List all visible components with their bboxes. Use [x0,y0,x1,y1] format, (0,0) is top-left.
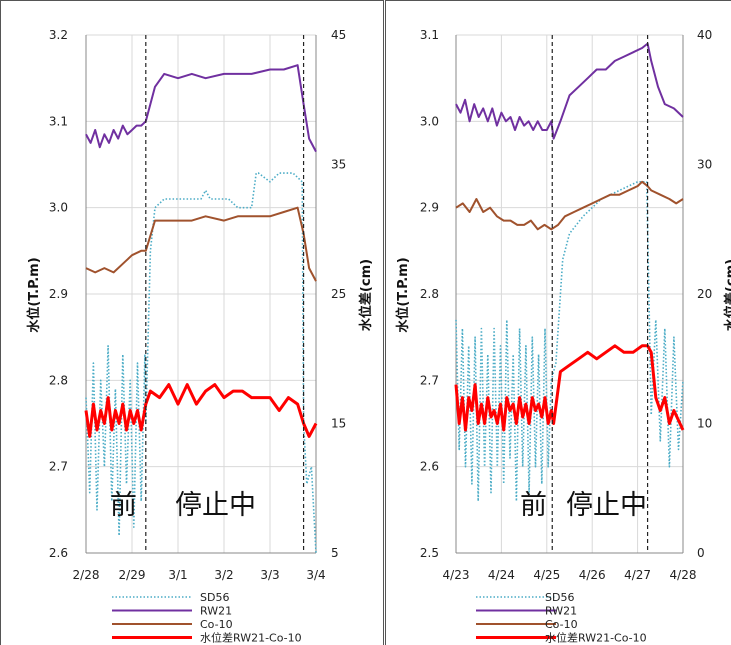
x-tick-label: 2/29 [119,568,146,582]
y2-tick-label: 20 [697,287,712,301]
x-tick-label: 4/27 [624,568,651,582]
series-line-RW21 [85,64,317,153]
y-tick-label: 2.7 [49,460,68,474]
y2-tick-label: 35 [331,158,346,172]
x-tick-label: 3/4 [306,568,325,582]
y2-tick-label: 40 [697,28,712,42]
y-tick-label: 2.8 [49,373,68,387]
legend-label: SD56 [545,591,574,604]
annotation-stopped: 停止中 [566,490,647,521]
chart-panel-1: 3.2 3.1 3.0 2.9 2.8 2.7 2.6 45 35 25 15 5 2/28 2/29 3/… [0,0,384,645]
y-tick-label: 2.5 [420,546,439,560]
legend-label: RW21 [545,605,577,618]
y-tick-label: 2.9 [420,201,439,215]
y2-tick-label: 15 [331,417,346,431]
chart-panel-2: 3.1 3.0 2.9 2.8 2.7 2.6 2.5 40 30 20 10 0 4/23 4/24 4/… [385,0,731,645]
legend-label: 水位差RW21-Co-10 [545,631,647,645]
y-tick-label: 3.0 [49,201,68,215]
y-tick-label: 2.6 [420,460,439,474]
y2-tick-label: 0 [697,546,705,560]
panel-frame [0,0,384,645]
x-tick-label: 4/24 [488,568,515,582]
y-axis-label: 水位(T.P.m) [395,257,411,332]
x-tick-label: 3/1 [168,568,187,582]
annotation-before: 前 [520,490,547,521]
series-line-SD56 [455,181,684,503]
series-line-Co-10 [455,180,684,231]
y2-tick-label: 5 [331,546,339,560]
legend-label: Co-10 [200,618,233,631]
x-tick-label: 4/26 [579,568,606,582]
y2-tick-label: 30 [697,158,712,172]
y2-tick-label: 45 [331,28,346,42]
y-tick-label: 3.1 [49,114,68,128]
y-tick-label: 2.6 [49,546,68,560]
y-axis-label: 水位(T.P.m) [26,257,42,332]
annotation-before: 前 [110,490,137,521]
legend-label: Co-10 [545,618,578,631]
x-tick-label: 3/3 [260,568,279,582]
x-tick-label: 4/23 [443,568,470,582]
y-tick-label: 3.1 [420,28,439,42]
legend-label: 水位差RW21-Co-10 [200,631,302,645]
y2-axis-label: 水位差(cm) [358,259,374,331]
annotation-stopped: 停止中 [175,490,256,521]
x-tick-label: 3/2 [214,568,233,582]
y-tick-label: 3.0 [420,114,439,128]
series-line-RW21 [455,42,684,140]
x-tick-label: 4/28 [670,568,697,582]
y2-tick-label: 10 [697,417,712,431]
y-tick-label: 3.2 [49,28,68,42]
y2-tick-label: 25 [331,287,346,301]
y-tick-label: 2.8 [420,287,439,301]
panel-frame [385,0,731,645]
x-tick-label: 2/28 [73,568,100,582]
series-line-水位差RW21-Co-10 [454,344,685,432]
legend-label: RW21 [200,605,232,618]
y-tick-label: 2.9 [49,287,68,301]
y2-axis-label: 水位差(cm) [723,259,731,331]
series-line-水位差RW21-Co-10 [84,383,318,438]
series-line-Co-10 [85,206,317,282]
x-tick-label: 4/25 [533,568,560,582]
series-line-SD56 [85,172,317,554]
legend-label: SD56 [200,591,229,604]
y-tick-label: 2.7 [420,373,439,387]
